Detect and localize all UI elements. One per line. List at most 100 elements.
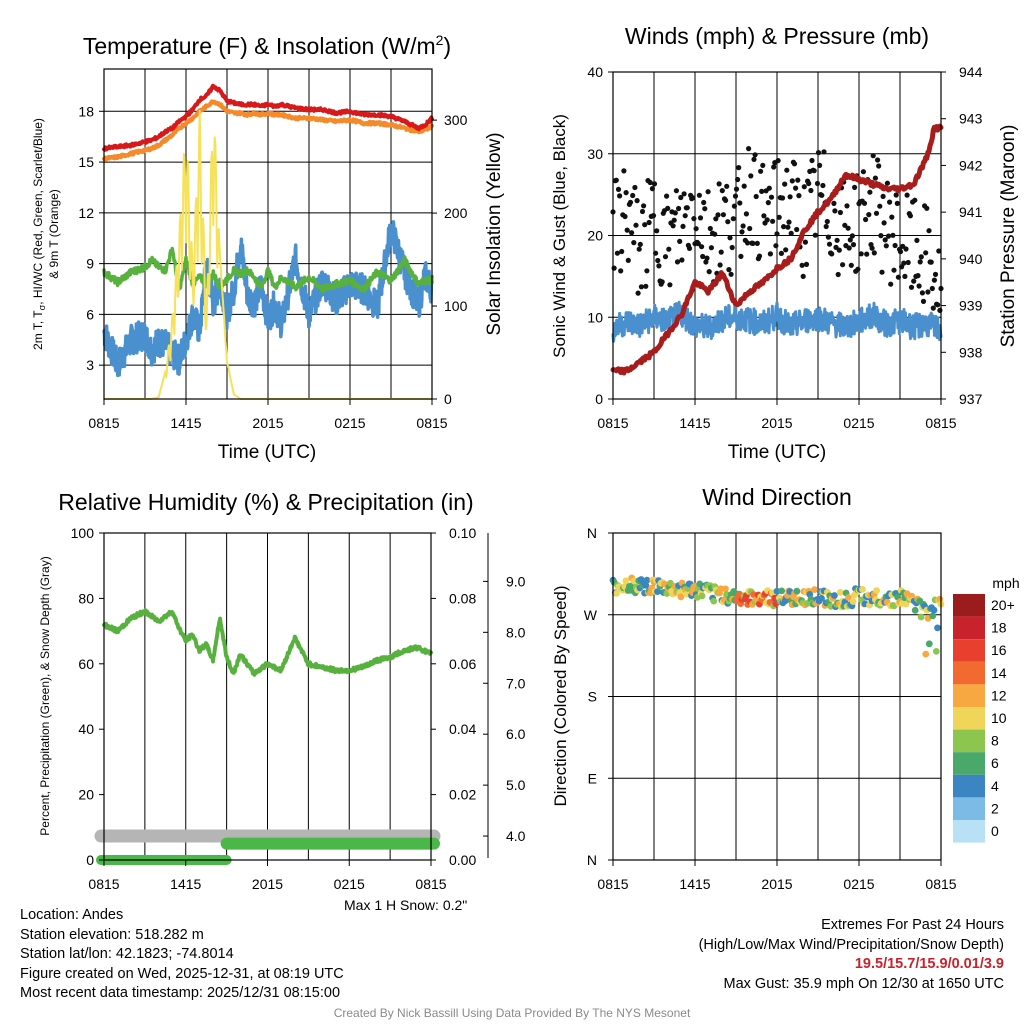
wind-direction-point [902,600,910,608]
gust-point [703,259,709,265]
gust-point [846,245,852,251]
gust-point [650,213,657,219]
y2-tick-label: 0.04 [449,721,476,737]
gust-point [821,149,827,155]
gust-point [715,212,721,218]
gust-point [651,181,658,187]
wind-direction-point [710,597,718,605]
gust-point [766,185,772,191]
gust-point [831,200,837,206]
gust-point [727,235,733,241]
gust-point [923,250,929,256]
data-timestamp: Most recent data timestamp: 2025/12/31 0… [20,985,341,1001]
gust-point [811,168,817,174]
gust-point [935,302,941,308]
wind-direction-point [917,613,925,621]
humidity-ylabel: Percent, Precipitation (Green), & Snow D… [38,556,52,835]
legend-label: 14 [991,665,1007,681]
gust-point [870,153,876,159]
gust-point [619,248,625,255]
x-tick-label: 1415 [170,876,201,892]
gust-point [662,254,669,260]
gust-point [881,220,887,226]
gust-point [825,234,832,240]
gust-point [686,245,693,251]
gust-point [930,305,936,311]
gust-point [701,199,707,206]
gust-point [928,259,934,265]
gust-point [858,251,864,257]
gust-point [674,259,681,265]
gust-point [812,232,818,238]
gust-point [733,186,740,192]
wind-direction-point [859,586,866,593]
gust-point [705,189,711,195]
y2-tick-label: 0 [444,391,452,407]
gust-point [664,193,670,199]
gust-point [741,183,747,189]
gust-point [869,245,875,251]
gust-point [623,190,629,196]
gust-point [791,161,798,167]
legend-swatch [953,639,985,662]
wind-direction-point [849,598,857,605]
temperature-title: Temperature (F) & Insolation (W/m2) [83,32,451,59]
gust-point [751,156,757,162]
gust-point [654,228,660,234]
gust-point [621,168,627,174]
gust-point [902,273,908,279]
y2-tick-label: 941 [959,204,983,220]
gust-point [801,184,807,190]
x-tick-label: 0815 [925,415,956,431]
gust-point [778,250,785,256]
gust-point [907,213,914,219]
y-tick-label: 10 [587,309,603,325]
gust-point [799,262,805,268]
extremes-subtitle: (High/Low/Max Wind/Precipitation/Snow De… [698,936,1004,953]
x-tick-label: 2015 [761,876,792,892]
y-tick-label: 15 [78,154,94,170]
x-tick-label: 0215 [843,876,874,892]
gust-point [844,203,850,209]
legend-swatch [953,661,985,685]
gust-point [871,250,877,256]
gust-point [845,225,851,231]
gust-point [697,215,704,221]
gust-point [682,213,688,219]
tsigma-line [102,246,434,294]
gust-point [891,267,897,273]
gust-point [877,203,883,209]
gust-point [786,219,792,225]
y2-tick-label: 937 [959,391,983,407]
wind-direction-point [811,586,818,593]
max-snow-note: Max 1 H Snow: 0.2" [344,897,468,913]
gust-point [915,273,921,279]
gust-point [768,194,775,200]
gust-point [684,205,690,211]
y3-tick-label: 4.0 [506,828,526,844]
gust-point [776,214,782,220]
winds-y2label: Station Pressure (Maroon) [998,125,1019,348]
gust-point [796,193,802,199]
gust-point [893,192,899,198]
station-pressure-line [610,123,944,376]
y-tick-label: 0 [86,852,94,868]
gust-point [788,230,794,236]
gust-point [719,188,725,194]
gust-point [782,181,788,187]
wind-direction-point [929,612,937,620]
gust-point [911,278,917,284]
gust-point [806,180,812,187]
gust-point [815,150,822,156]
gust-point [832,208,838,214]
wind-direction-point [845,594,852,601]
gust-point [752,152,758,158]
gust-point [726,267,732,273]
gust-point [897,249,904,255]
legend-label: 20+ [991,597,1015,613]
gust-point [696,192,703,198]
y2-tick-label: 0.06 [449,656,476,672]
gust-point [872,175,879,181]
gust-point [680,223,686,229]
gust-point [712,231,718,237]
